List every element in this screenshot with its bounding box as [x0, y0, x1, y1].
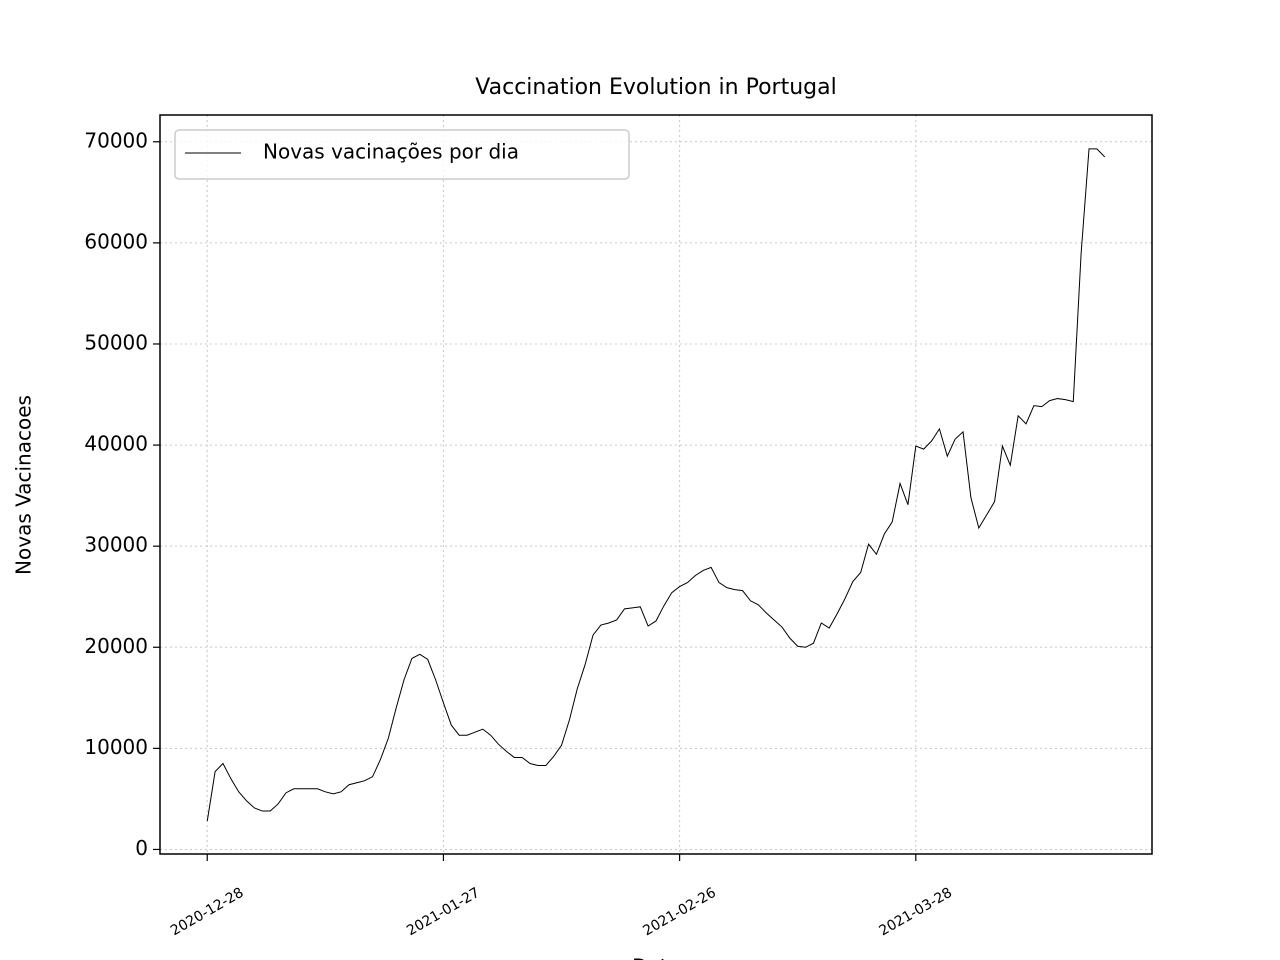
x-tick-label: 2021-02-26 [640, 885, 719, 940]
y-tick-label: 20000 [84, 634, 148, 658]
y-tick-label: 10000 [84, 735, 148, 759]
legend-label: Novas vacinações por dia [263, 140, 519, 164]
y-tick-label: 0 [135, 836, 148, 860]
y-axis-label: Novas Vacinacoes [12, 395, 36, 575]
plot-frame [159, 114, 1153, 855]
y-tick-label: 70000 [84, 128, 148, 152]
legend-box [174, 129, 630, 180]
chart-title: Vaccination Evolution in Portugal [475, 75, 836, 100]
x-tick-label: 2021-03-28 [877, 885, 955, 940]
x-tick-label: 2021-01-27 [404, 885, 482, 940]
y-tick-label: 30000 [84, 533, 148, 557]
x-tick-label: 2020-12-28 [168, 885, 246, 940]
y-tick-label: 50000 [84, 330, 148, 354]
x-axis-label: Data [632, 955, 680, 960]
data-line [206, 148, 1106, 822]
y-tick-label: 40000 [84, 432, 148, 456]
y-tick-label: 60000 [84, 229, 148, 253]
